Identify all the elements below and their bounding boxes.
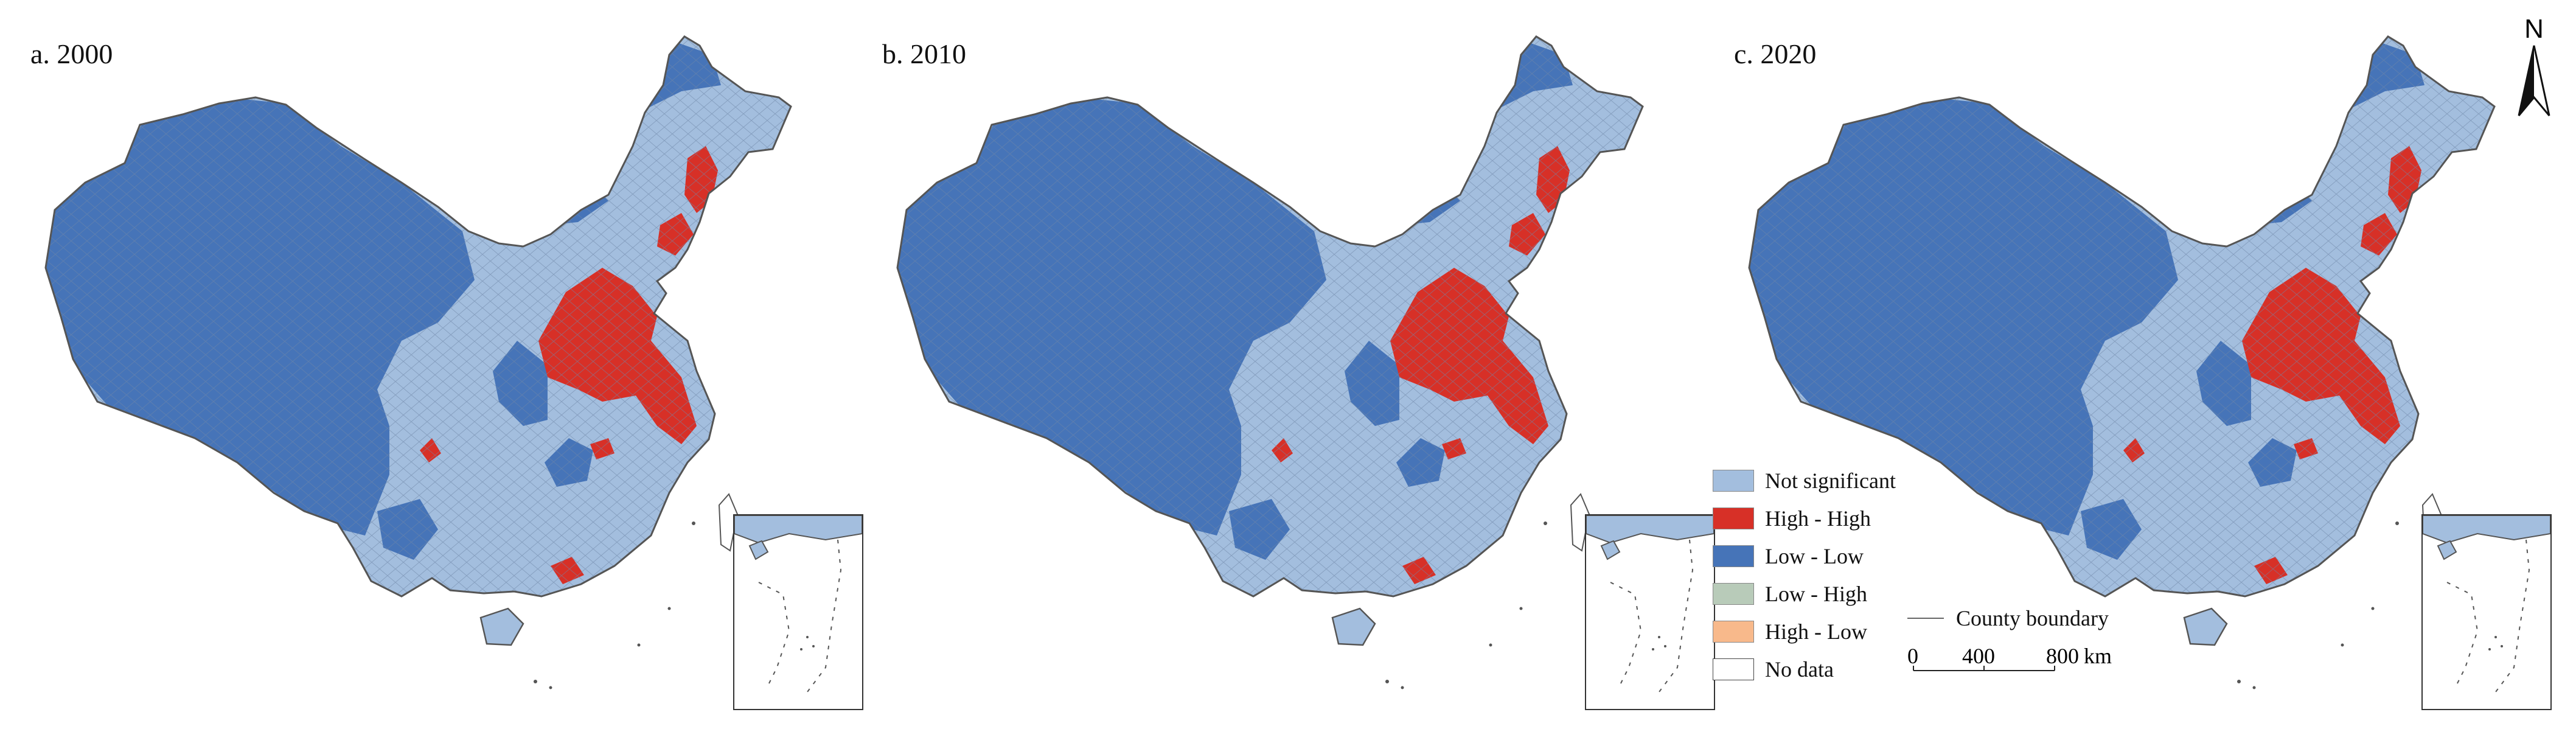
china-map — [852, 0, 1704, 729]
scale-bar: 0 400 800 km — [1907, 644, 2112, 671]
china-map — [0, 0, 852, 729]
legend-label: Low - Low — [1765, 544, 1864, 568]
map-panel-2010: b. 2010 — [852, 0, 1715, 729]
legend-swatch — [1713, 545, 1754, 567]
legend-item-not-significant: Not significant — [1713, 469, 1896, 493]
legend-label: Not significant — [1765, 469, 1896, 493]
inset-map — [1586, 515, 1714, 692]
scale-tick-800: 800 — [2046, 644, 2079, 668]
legend-item-low-high: Low - High — [1713, 582, 1867, 606]
panel-title: a. 2000 — [30, 38, 113, 69]
scale-tick-400: 400 — [1962, 644, 1995, 668]
legend-swatch — [1713, 658, 1754, 680]
south-china-sea-inset — [1585, 514, 1715, 710]
south-china-sea-inset — [2421, 514, 2552, 710]
legend-swatch — [1713, 508, 1754, 529]
legend-item-high-high: High - High — [1713, 506, 1871, 531]
inset-map — [734, 515, 862, 692]
map-panel-2020: c. 2020 — [1704, 0, 2555, 729]
legend-item-low-low: Low - Low — [1713, 544, 1864, 568]
panel-title: b. 2010 — [882, 38, 966, 69]
panel-title: c. 2020 — [1734, 38, 1817, 69]
north-label: N — [2524, 14, 2544, 44]
south-china-sea-inset — [733, 514, 863, 710]
county-boundary-legend: County boundary — [1907, 605, 2109, 631]
legend-swatch — [1713, 583, 1754, 605]
map-panel-2000: a. 2000 — [0, 0, 863, 729]
north-arrow: N — [2518, 14, 2550, 116]
legend-swatch — [1713, 470, 1754, 492]
legend-label: High - High — [1765, 506, 1871, 531]
scale-line — [1913, 666, 2055, 671]
legend-swatch — [1713, 621, 1754, 643]
scale-unit: km — [2084, 644, 2112, 668]
legend-label: High - Low — [1765, 619, 1867, 644]
boundary-line-icon — [1907, 618, 1944, 619]
legend-label: No data — [1765, 657, 1834, 682]
inset-map — [2423, 515, 2550, 692]
boundary-label: County boundary — [1956, 606, 2109, 630]
legend-item-no-data: No data — [1713, 657, 1834, 682]
scale-tick-0: 0 — [1907, 644, 1918, 668]
north-arrow-fill — [2519, 46, 2534, 116]
legend-item-high-low: High - Low — [1713, 619, 1867, 644]
legend-label: Low - High — [1765, 582, 1867, 606]
